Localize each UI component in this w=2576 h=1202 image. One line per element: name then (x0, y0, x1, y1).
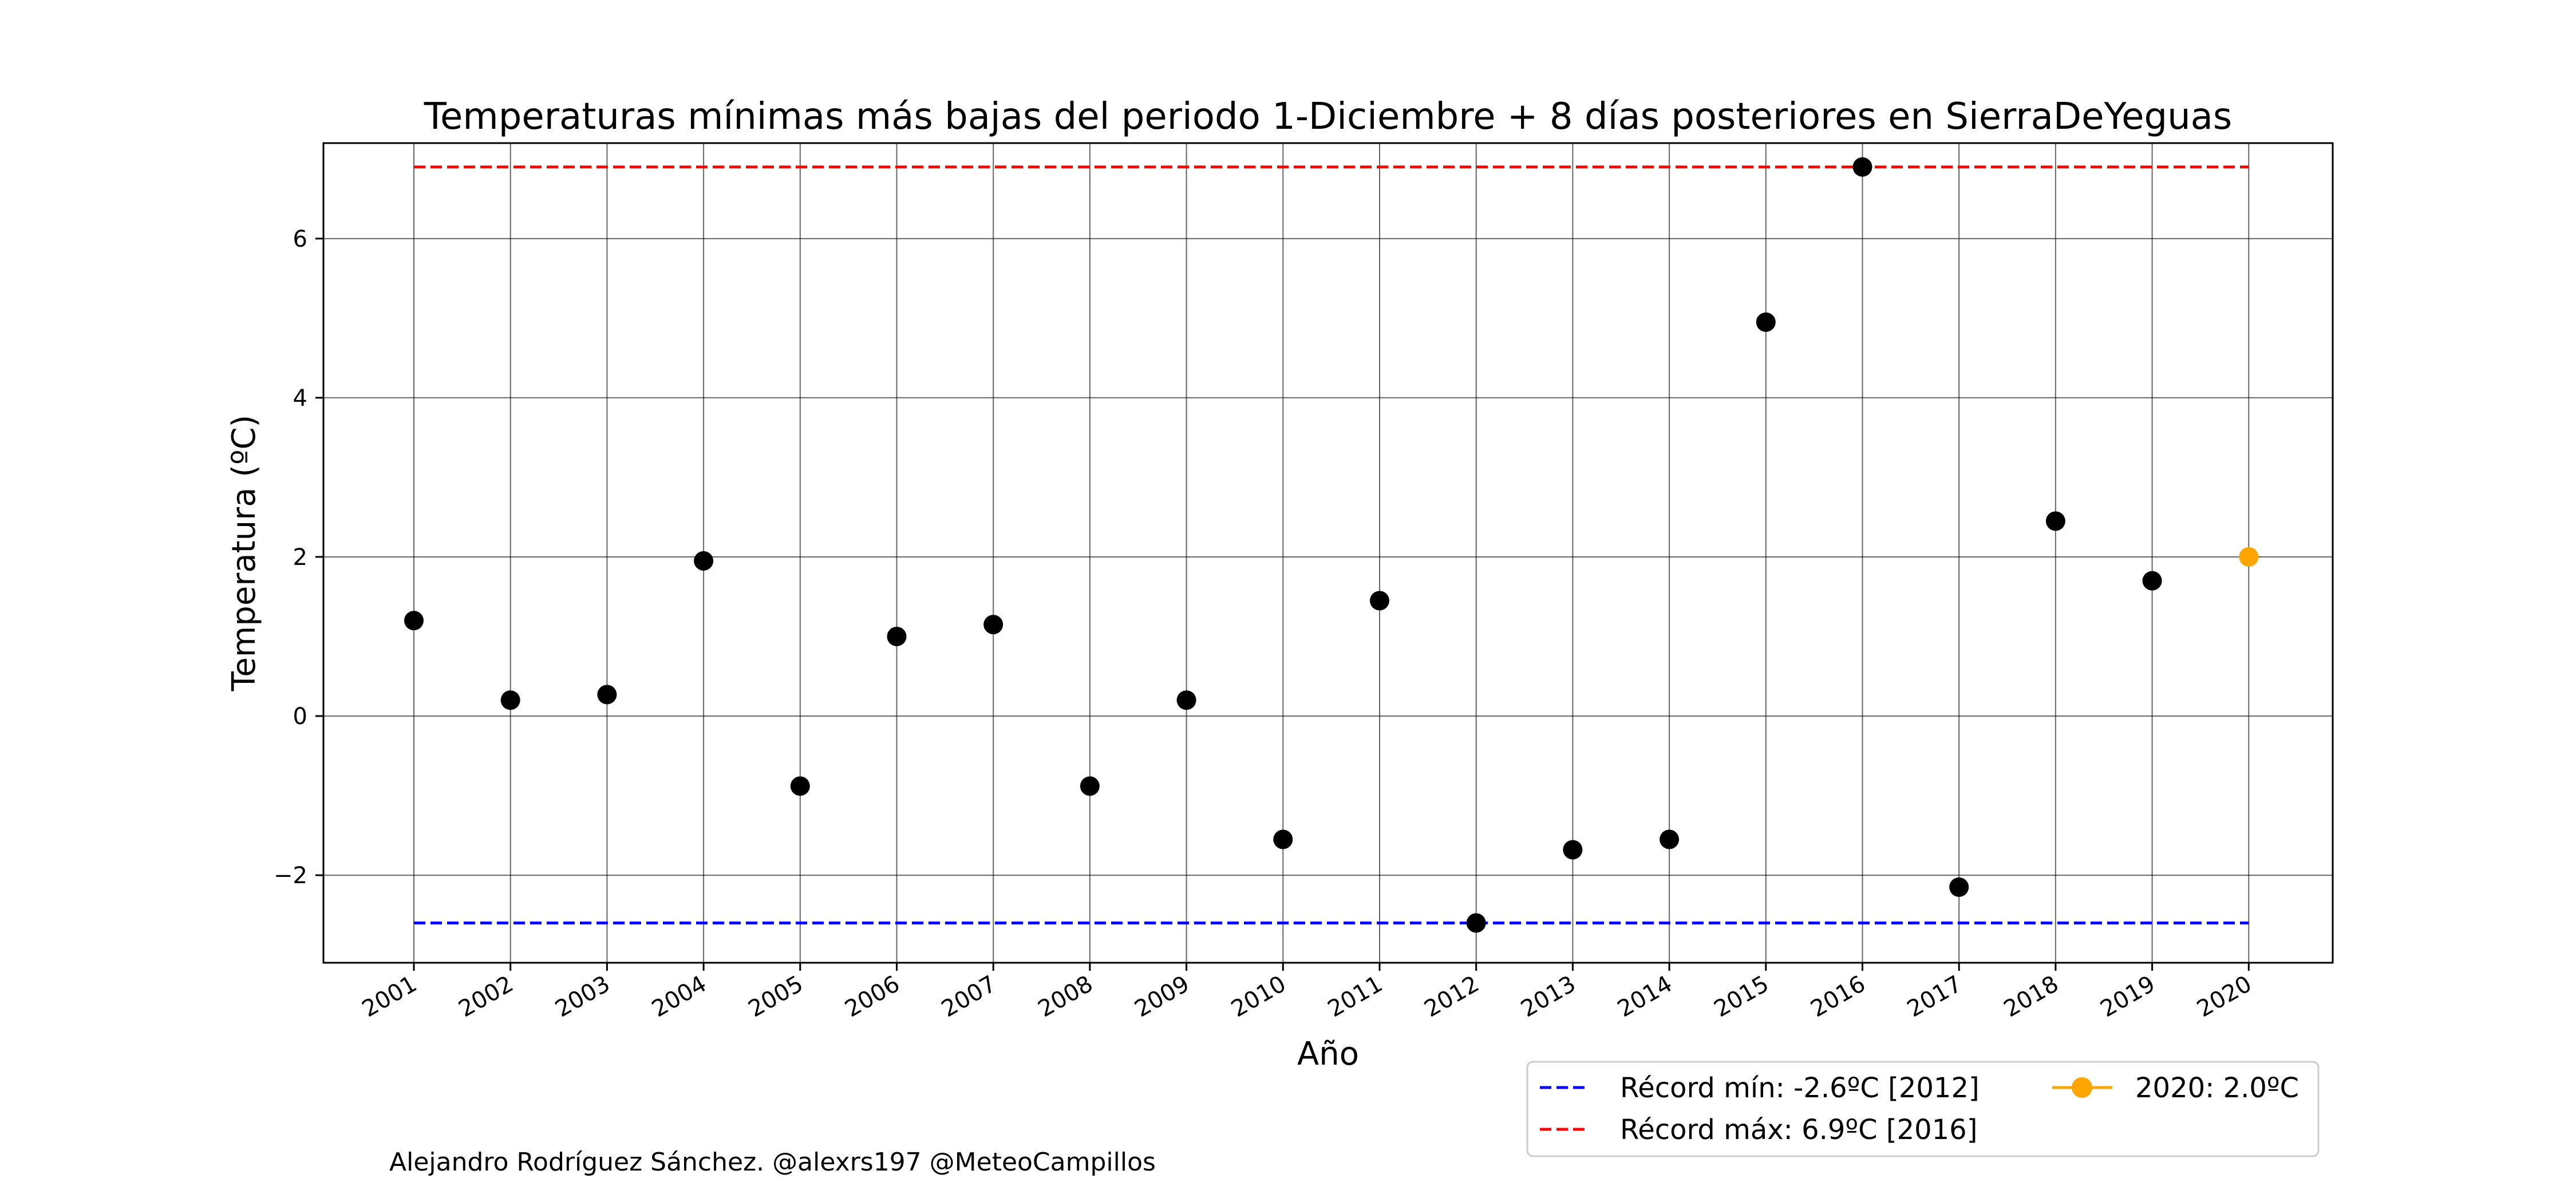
x-tick-label: 2008 (1034, 971, 1097, 1023)
legend-label-record-max: Récord máx: 6.9ºC [2016] (1620, 1114, 1977, 1146)
x-tick-label: 2019 (2096, 971, 2159, 1023)
data-point (597, 685, 617, 705)
x-tick-label: 2020 (2192, 971, 2256, 1023)
x-tick-label: 2001 (358, 971, 421, 1023)
x-tick-label: 2016 (1806, 971, 1870, 1023)
reference-lines (414, 165, 2249, 924)
x-tick-label: 2009 (1130, 971, 1194, 1023)
data-points (404, 157, 2259, 933)
x-tick-label: 2014 (1613, 971, 1677, 1023)
data-point (2045, 511, 2065, 531)
data-point (1273, 829, 1293, 849)
chart-title: Temperaturas mínimas más bajas del perio… (424, 96, 2232, 138)
data-point (887, 626, 907, 646)
x-tick-label: 2003 (551, 971, 614, 1023)
legend-label-record-min: Récord mín: -2.6ºC [2012] (1620, 1072, 1980, 1104)
x-tick-label: 2011 (1323, 971, 1387, 1023)
x-tick-label: 2007 (937, 971, 1001, 1023)
data-point (1176, 690, 1196, 710)
x-tick-label: 2005 (744, 971, 808, 1023)
data-point (1563, 840, 1583, 860)
y-tick-label: 2 (293, 544, 307, 571)
x-tick-label: 2002 (455, 971, 518, 1023)
data-point (983, 615, 1003, 635)
y-axis-ticks: −2 0 2 4 6 (274, 226, 323, 889)
x-axis-ticks: 2001 2002 2003 2004 2005 2006 2007 2008 2009 2010… (358, 963, 2256, 1023)
y-tick-label: −2 (274, 863, 307, 889)
data-point (404, 611, 424, 631)
x-tick-label: 2017 (1903, 971, 1966, 1023)
x-tick-label: 2015 (1710, 971, 1773, 1023)
x-axis-label: Año (1297, 1035, 1359, 1073)
legend-frame (1526, 1061, 2320, 1157)
x-tick-label: 2018 (2000, 971, 2063, 1023)
x-tick-label: 2010 (1227, 971, 1290, 1023)
legend-marker-2020-dot (2072, 1077, 2092, 1098)
data-point (1466, 913, 1486, 933)
y-axis-label: Temperatura (ºC) (226, 415, 263, 692)
x-tick-label: 2013 (1516, 971, 1580, 1023)
data-point (1660, 829, 1680, 849)
grid (323, 143, 2333, 963)
plot-frame (322, 142, 2334, 964)
data-point (1756, 312, 1776, 332)
data-point (1370, 591, 1389, 611)
y-tick-label: 0 (293, 703, 307, 730)
x-tick-label: 2004 (647, 971, 711, 1023)
data-point (1080, 776, 1100, 796)
legend-label-2020: 2020: 2.0ºC (2135, 1072, 2299, 1104)
data-point (1949, 877, 1969, 897)
data-point (1852, 157, 1872, 177)
y-tick-label: 6 (293, 226, 307, 252)
data-point (790, 776, 810, 796)
data-point (2142, 571, 2162, 591)
legend: Récord mín: -2.6ºC [2012] Récord máx: 6.… (1526, 1061, 2320, 1157)
credit-text: Alejandro Rodríguez Sánchez. @alexrs197 … (389, 1148, 1156, 1177)
y-tick-label: 4 (293, 385, 307, 412)
data-point (694, 551, 714, 571)
data-point (500, 690, 520, 710)
x-tick-label: 2012 (1420, 971, 1484, 1023)
data-point (2239, 547, 2259, 567)
x-tick-label: 2006 (840, 971, 904, 1023)
